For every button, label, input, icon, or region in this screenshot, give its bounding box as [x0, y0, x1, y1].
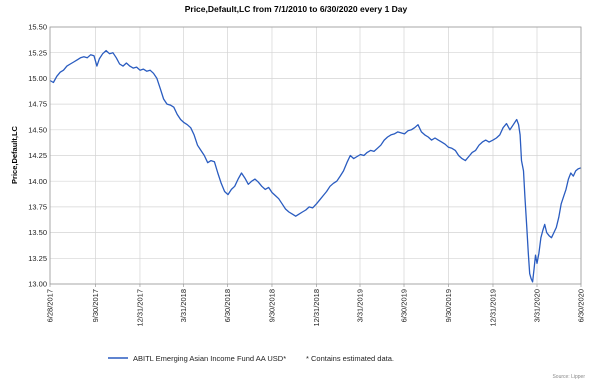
y-tick-label: 14.00: [28, 177, 47, 186]
estimated-data-note: * Contains estimated data.: [306, 354, 394, 363]
y-axis-ticks: 15.50 15.25 15.00 14.75 14.50 14.25 14.00 13.75…: [28, 23, 47, 289]
x-tick-label: 3/31/2018: [179, 289, 188, 322]
x-tick-label: 9/30/2017: [91, 289, 100, 322]
y-axis-label: Price,Default,LC: [10, 125, 19, 184]
plot-frame: [49, 26, 582, 285]
series-line: [49, 49, 582, 283]
x-tick-label: 9/30/2019: [444, 289, 453, 322]
x-tick-label: 12/31/2018: [312, 289, 321, 327]
y-tick-label: 14.75: [28, 100, 47, 109]
legend: ABITL Emerging Asian Income Fund AA USD*…: [108, 354, 394, 363]
x-tick-label: 3/31/2020: [532, 289, 541, 322]
x-axis-ticks: 6/28/2017 9/30/2017 12/31/2017 3/31/2018 6/3…: [46, 284, 586, 327]
legend-label: ABITL Emerging Asian Income Fund AA USD*: [133, 354, 286, 363]
x-tick-label: 12/31/2017: [135, 289, 144, 327]
x-tick-label: 6/30/2020: [577, 289, 586, 322]
y-tick-label: 13.00: [28, 280, 47, 289]
x-tick-label: 6/30/2019: [400, 289, 409, 322]
y-tick-label: 14.25: [28, 151, 47, 160]
y-tick-label: 15.00: [28, 74, 47, 83]
chart-title: Price,Default,LC from 7/1/2010 to 6/30/2…: [185, 4, 408, 14]
y-tick-label: 13.25: [28, 254, 47, 263]
y-tick-label: 15.25: [28, 48, 47, 57]
x-tick-label: 12/31/2019: [488, 289, 497, 327]
source-note: Source: Lipper: [552, 374, 585, 380]
x-tick-label: 6/28/2017: [46, 289, 55, 322]
y-tick-label: 13.75: [28, 203, 47, 212]
x-tick-label: 6/30/2018: [223, 289, 232, 322]
y-tick-label: 13.50: [28, 228, 47, 237]
x-tick-label: 3/31/2019: [355, 289, 364, 322]
y-tick-label: 14.50: [28, 125, 47, 134]
x-tick-label: 9/30/2018: [267, 289, 276, 322]
y-tick-label: 15.50: [28, 23, 47, 32]
